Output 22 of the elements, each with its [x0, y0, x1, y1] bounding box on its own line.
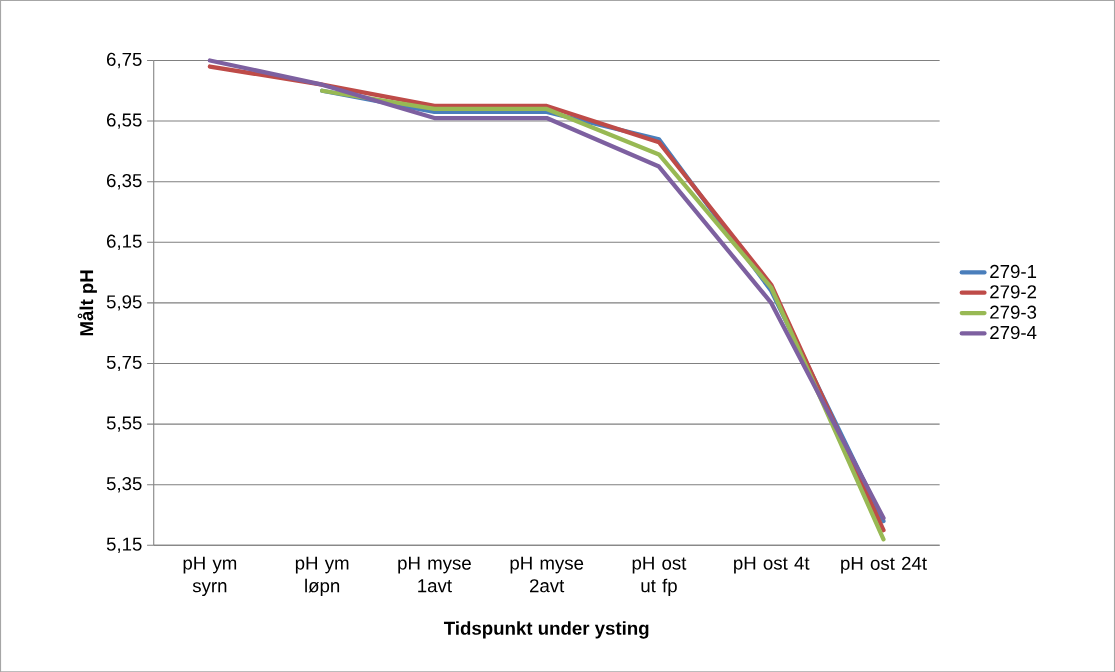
- y-tick-label: 5,15: [106, 537, 142, 553]
- x-tick-label: pH ost 24t: [841, 556, 927, 574]
- x-tick-label: pH ost ut fp: [632, 556, 687, 596]
- legend-label: 279-4: [990, 325, 1037, 339]
- legend-label: 279-3: [990, 305, 1037, 319]
- y-tick-label: 5,95: [106, 294, 142, 311]
- x-tick-label: pH ym syrn: [183, 556, 237, 596]
- y-axis-title: Målt pH: [77, 270, 97, 336]
- y-tick-label: 6,35: [107, 173, 142, 190]
- legend-label: 279-2: [990, 285, 1037, 299]
- x-tick-label: pH myse 1avt: [398, 556, 471, 593]
- legend-label: 279-1: [990, 264, 1037, 278]
- y-tick-label: 5,35: [106, 476, 142, 493]
- x-tick-label: pH ym løpn: [295, 556, 349, 596]
- y-tick-label: 6,75: [107, 52, 142, 68]
- y-tick-label: 5,75: [106, 355, 142, 371]
- x-tick-label: pH ost 4t: [734, 556, 810, 574]
- x-axis-title: Tidspunkt under ysting: [443, 620, 649, 639]
- y-tick-label: 6,55: [107, 113, 142, 129]
- x-tick-label: pH myse 2avt: [510, 556, 584, 593]
- y-tick-label: 5,55: [106, 416, 142, 432]
- y-tick-label: 6,15: [107, 234, 142, 250]
